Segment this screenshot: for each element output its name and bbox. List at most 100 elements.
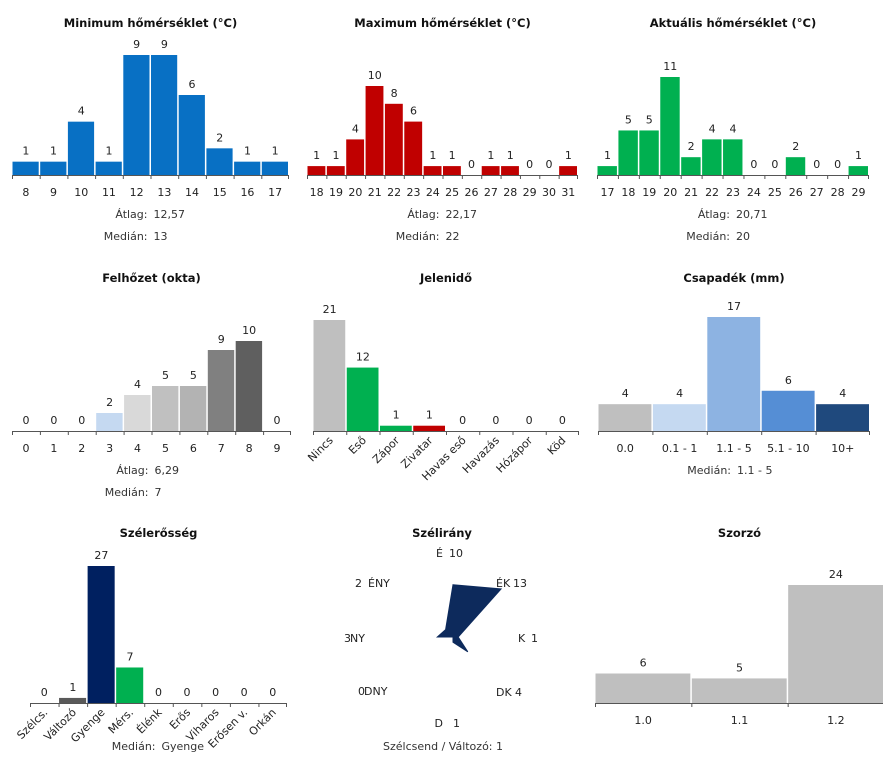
data-label: 0	[22, 414, 29, 427]
tick-label: 7	[218, 442, 225, 455]
bar-15	[206, 148, 233, 175]
data-label: 2	[792, 140, 799, 153]
bar-1.1 - 5	[707, 317, 761, 431]
tick-label: 12	[130, 186, 144, 199]
data-label: 1	[313, 149, 320, 162]
direction-count: 1	[453, 717, 460, 730]
bar-11	[95, 161, 122, 175]
tick-label: 26	[465, 186, 479, 199]
stat-value: 13	[154, 230, 168, 243]
tick-label: 18	[310, 186, 324, 199]
bar-28	[501, 166, 519, 175]
chart-weather: Jelenidő21Nincs12Eső1Zápor1Zivatar0Havas…	[305, 271, 579, 483]
chart-max_temp: Maximum hőmérséklet (°C)1181194201021822…	[307, 16, 578, 243]
tick-label: 24	[426, 186, 440, 199]
data-label: 2	[688, 140, 695, 153]
chart-cur_temp: Aktuális hőmérséklet (°C)117518519112022…	[597, 16, 869, 243]
stat-value: 6,29	[155, 464, 180, 477]
wind-direction-shape	[435, 584, 503, 653]
stat-label: Medián:	[396, 230, 440, 243]
bar-Mérs.	[116, 667, 144, 703]
tick-label: 1.1 - 5	[716, 442, 751, 455]
data-label: 1	[393, 409, 400, 422]
tick-label: 1	[50, 442, 57, 455]
tick-label: 28	[831, 186, 845, 199]
tick-label: 29	[852, 186, 866, 199]
direction-label: NY	[350, 632, 365, 645]
stat-label: Átlag:	[407, 208, 439, 221]
bar-23	[404, 121, 423, 175]
direction-label: ÉNY	[368, 577, 390, 590]
tick-label: 3	[106, 442, 113, 455]
data-label: 9	[133, 38, 140, 51]
direction-count: 0	[358, 685, 365, 698]
bar-0.1 - 1	[652, 404, 706, 431]
tick-label: 22	[705, 186, 719, 199]
bar-18	[618, 130, 638, 175]
tick-label: 14	[185, 186, 199, 199]
data-label: 0	[155, 686, 162, 699]
data-label: 0	[184, 686, 191, 699]
bar-22	[702, 139, 722, 175]
stat-value: 1.1 - 5	[737, 464, 772, 477]
stat-value: 20	[736, 230, 750, 243]
bar-20	[660, 77, 680, 175]
tick-label: 1.1	[731, 714, 749, 727]
tick-label: Eső	[346, 434, 369, 457]
bar-17	[261, 161, 288, 175]
tick-label: Köd	[545, 434, 569, 458]
bar-Változó	[59, 697, 87, 703]
direction-count: 4	[515, 686, 522, 699]
tick-label: 5	[162, 442, 169, 455]
data-label: 5	[736, 661, 743, 674]
data-label: 4	[730, 122, 737, 135]
tick-label: 10+	[831, 442, 854, 455]
data-label: 0	[813, 158, 820, 171]
tick-label: 0.0	[616, 442, 634, 455]
bar-10	[67, 121, 95, 175]
chart-title: Csapadék (mm)	[683, 271, 784, 285]
stat-label: Medián:	[687, 464, 731, 477]
data-label: 0	[526, 158, 533, 171]
stat-label: Átlag:	[116, 464, 148, 477]
tick-label: 15	[213, 186, 227, 199]
bar-29	[848, 166, 868, 175]
tick-label: 27	[810, 186, 824, 199]
direction-count: 2	[355, 577, 362, 590]
data-label: 0	[274, 414, 281, 427]
chart-clouds: Felhőzet (okta)000102234455569710809Átla…	[12, 271, 291, 499]
tick-label: 31	[561, 186, 575, 199]
data-label: 9	[161, 38, 168, 51]
stat-value: 22,17	[446, 208, 478, 221]
data-label: 6	[785, 374, 792, 387]
direction-label: D	[435, 717, 443, 730]
bar-Zápor	[380, 425, 412, 431]
data-label: 1	[22, 145, 29, 158]
data-label: 24	[829, 568, 843, 581]
bar-12	[123, 55, 150, 175]
chart-precip: Csapadék (mm) 4 0.0 4 0.1 - 1 17 1.1 - 5 6 5.1 -…	[598, 271, 870, 477]
data-label: 0	[459, 414, 466, 427]
bar-13	[151, 55, 178, 175]
bar-31	[559, 166, 577, 175]
data-label: 1	[105, 145, 112, 158]
data-label: 1	[604, 149, 611, 162]
chart-title: Szorzó	[718, 526, 761, 540]
tick-label: 26	[789, 186, 803, 199]
data-label: 1	[507, 149, 514, 162]
tick-label: 2	[78, 442, 85, 455]
bar-21	[681, 157, 701, 175]
data-label: 0	[241, 686, 248, 699]
bar-16	[234, 161, 261, 175]
bar-23	[723, 139, 743, 175]
bar-19	[326, 166, 345, 175]
data-label: 1	[429, 149, 436, 162]
chart-title: Aktuális hőmérséklet (°C)	[650, 16, 817, 30]
bar-4	[124, 395, 151, 431]
data-label: 6	[640, 657, 647, 670]
data-label: 6	[189, 78, 196, 91]
chart-title: Szélerősség	[120, 526, 198, 540]
chart-title: Felhőzet (okta)	[102, 271, 201, 285]
tick-label: 23	[406, 186, 420, 199]
